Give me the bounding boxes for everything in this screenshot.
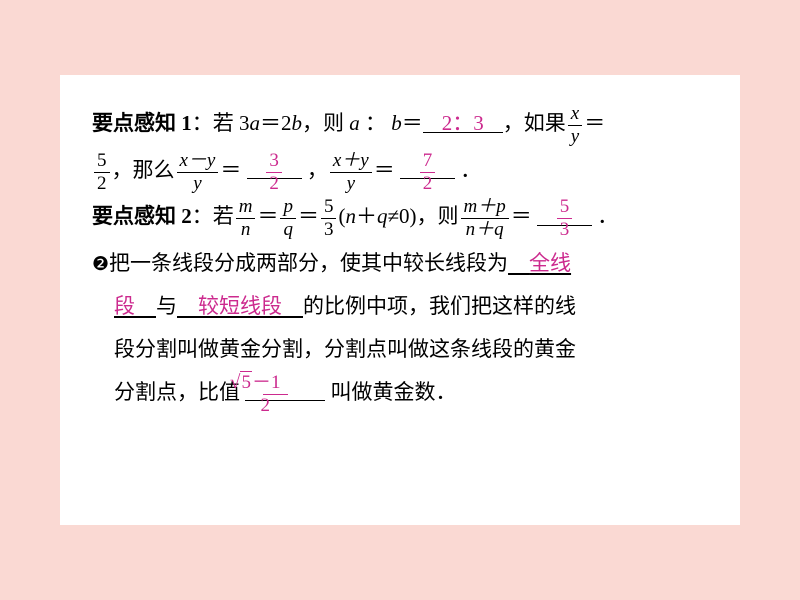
p2-cond: (n＋q≠0)，则	[338, 205, 458, 229]
point-2: 要点感知 2：若mn＝pq＝53(n＋q≠0)，则m＋pn＋q＝ 53 ．	[92, 196, 708, 241]
ans-2: 32	[266, 150, 282, 195]
point-3-line3: 段分割叫做黄金分割，分割点叫做这条线段的黄金	[92, 329, 708, 370]
p3-t1: 把一条线段分成两部分，使其中较长线段为	[109, 251, 508, 275]
ans-gold: 5－12	[263, 372, 288, 417]
ans-4: 53	[557, 196, 573, 241]
p1-then: ，则	[302, 111, 349, 135]
frac-p-q: pq	[280, 196, 296, 241]
p3-t6: 叫做黄金数．	[331, 380, 457, 404]
point-1: 要点感知 1：若 3a＝2b，则 a ： b＝2：3，如果xy＝	[92, 103, 708, 148]
point-3-line1: ❷把一条线段分成两部分，使其中较长线段为 全线	[92, 243, 708, 284]
p1-eq1: ＝	[260, 111, 281, 135]
frac-5-2: 52	[94, 150, 110, 195]
frac-xpy-y: x＋yy	[330, 150, 372, 195]
p1-if2: ，如果	[503, 111, 566, 135]
p3-t3: 的比例中项，我们把这样的线	[303, 294, 576, 318]
frac-m-n: mn	[236, 196, 256, 241]
p2-label: 要点感知 2	[92, 205, 192, 229]
point-3-line4: 分割点，比值 5－12 叫做黄金数．	[92, 372, 708, 413]
p1-b: b	[292, 111, 303, 135]
ans-3: 72	[420, 150, 436, 195]
ans-5a: 全线	[508, 251, 571, 275]
blank-2: 32	[247, 150, 302, 179]
frac-mp-nq: m＋pn＋q	[461, 196, 509, 241]
p1-a: a	[250, 111, 261, 135]
blank-4: 53	[537, 196, 592, 225]
p1-ratio: a	[349, 111, 360, 135]
p1-3: 3	[239, 111, 250, 135]
point-3-line2: 段 与 较短线段 的比例中项，我们把这样的线	[92, 286, 708, 327]
p1-label: 要点感知 1	[92, 111, 192, 135]
p2-if: ：若	[192, 205, 234, 229]
p1-2: 2	[281, 111, 292, 135]
p3-t5: 分割点，比值	[114, 380, 240, 404]
blank-1: 2：3	[423, 103, 503, 132]
blank-3: 72	[400, 150, 455, 179]
p3-t2: 与	[156, 294, 177, 318]
ans-5b: 段	[114, 294, 156, 318]
p1-then2: ，那么	[112, 158, 175, 182]
bullet-2: ❷	[92, 254, 109, 275]
p1-colon: ：若	[192, 111, 239, 135]
frac-5-3: 53	[321, 196, 337, 241]
frac-x-y: xy	[568, 103, 582, 148]
ans-1: 2：3	[442, 111, 484, 135]
sqrt-icon: 5	[250, 372, 252, 394]
ans-6: 较短线段	[177, 294, 303, 318]
blank-7: 5－12	[245, 372, 325, 401]
frac-xmy-y: x－yy	[177, 150, 219, 195]
document-page: 要点感知 1：若 3a＝2b，则 a ： b＝2：3，如果xy＝ 52，那么x－…	[60, 75, 740, 525]
p3-t4: 段分割叫做黄金分割，分割点叫做这条线段的黄金	[114, 337, 576, 361]
point-1-line2: 52，那么x－yy＝ 32 ，x＋yy＝ 72 ．	[92, 150, 708, 195]
